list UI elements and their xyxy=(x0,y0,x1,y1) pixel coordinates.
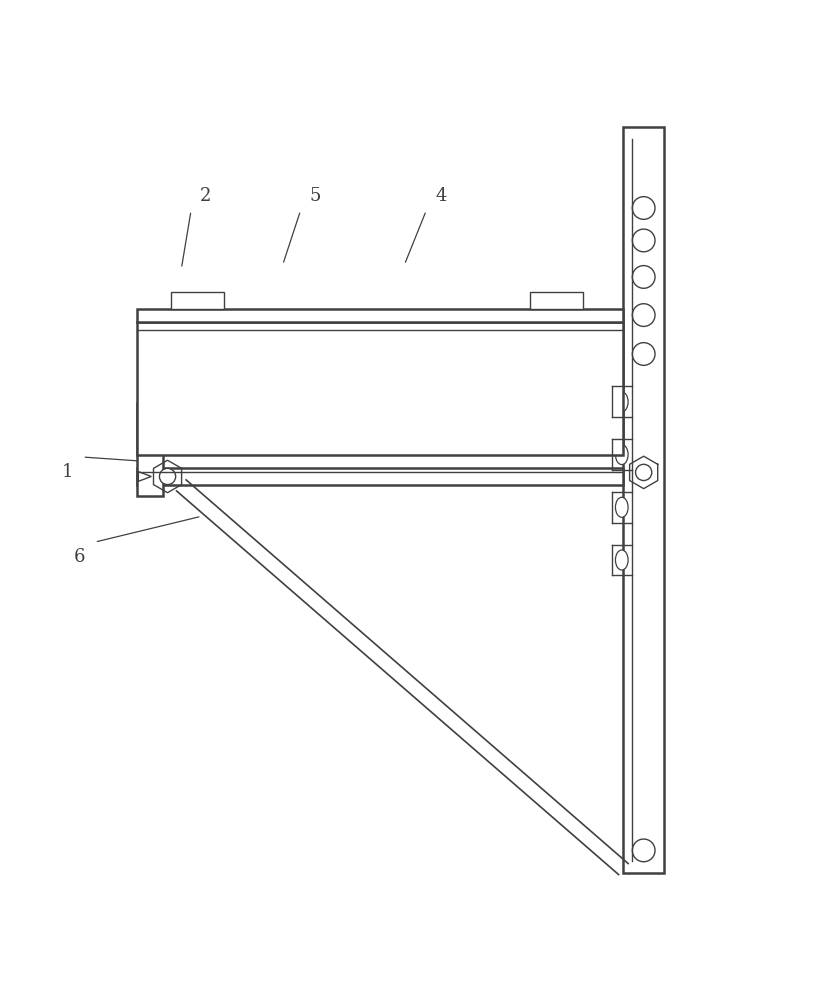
Circle shape xyxy=(632,304,655,326)
Bar xyxy=(137,468,624,485)
Circle shape xyxy=(632,266,655,288)
Circle shape xyxy=(632,229,655,252)
Text: 6: 6 xyxy=(74,548,86,566)
Circle shape xyxy=(159,468,176,485)
Polygon shape xyxy=(139,472,151,481)
Bar xyxy=(624,127,664,873)
Bar xyxy=(137,309,624,322)
Ellipse shape xyxy=(615,550,628,570)
Ellipse shape xyxy=(615,392,628,412)
Text: 2: 2 xyxy=(200,187,211,205)
Bar xyxy=(137,403,163,496)
Bar xyxy=(143,393,158,403)
Bar xyxy=(137,322,624,455)
Ellipse shape xyxy=(615,445,628,465)
Circle shape xyxy=(635,464,652,481)
Circle shape xyxy=(632,839,655,862)
Circle shape xyxy=(632,197,655,219)
Bar xyxy=(144,386,156,393)
Text: 1: 1 xyxy=(62,463,73,481)
Text: 4: 4 xyxy=(436,187,446,205)
Bar xyxy=(171,292,224,309)
Text: 5: 5 xyxy=(309,187,321,205)
Ellipse shape xyxy=(615,497,628,517)
Bar xyxy=(530,292,582,309)
Circle shape xyxy=(632,343,655,365)
